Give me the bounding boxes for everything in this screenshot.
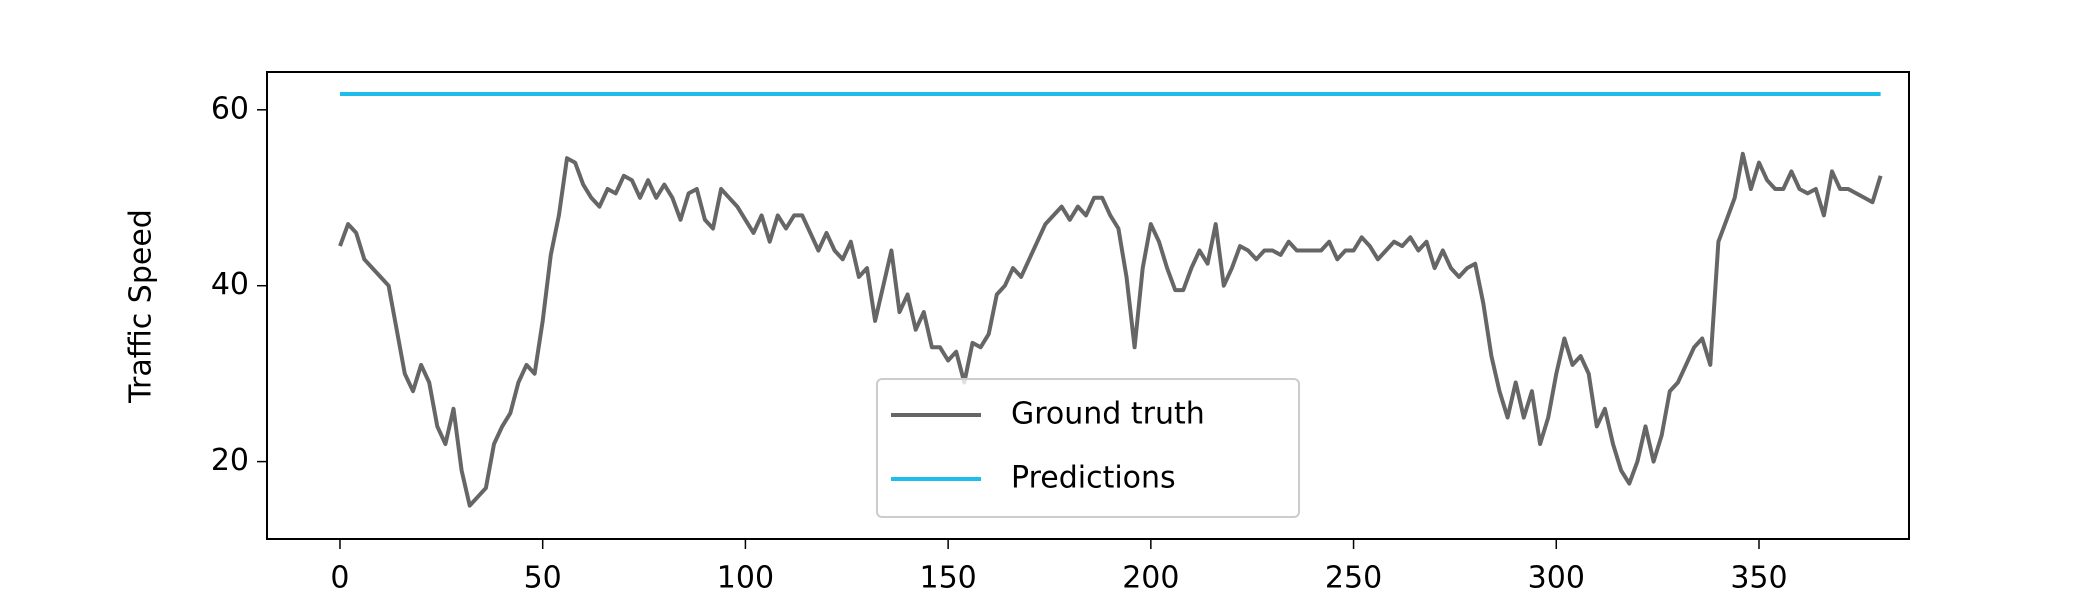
x-tick-label: 50 [524,561,562,596]
x-tick-label: 250 [1325,561,1382,596]
x-tick-label: 150 [919,561,976,596]
x-tick-label: 300 [1528,561,1585,596]
x-tick-label: 0 [330,561,349,596]
series-line [338,151,1883,508]
legend-label: Ground truth [1011,397,1205,432]
x-tick-label: 350 [1730,561,1787,596]
legend-box [876,378,1300,518]
y-axis-label: Traffic Speed [124,209,159,404]
x-tick-label: 200 [1122,561,1179,596]
y-tick-label: 60 [211,91,249,126]
y-tick-label: 20 [211,443,249,478]
y-tick-label: 40 [211,267,249,302]
legend-label: Predictions [1011,461,1176,496]
axes-frame [266,71,1910,540]
x-tick-label: 100 [717,561,774,596]
